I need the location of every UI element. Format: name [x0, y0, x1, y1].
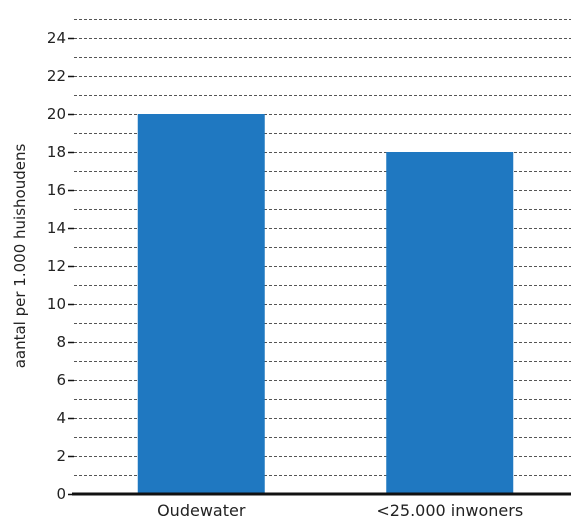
y-tick-label-24: 24	[47, 29, 66, 47]
x-category-labels: Oudewater <25.000 inwoners	[157, 501, 523, 519]
y-tick-label-18: 18	[47, 143, 66, 161]
y-tick-label-10: 10	[47, 295, 66, 313]
y-tick-label-4: 4	[56, 409, 66, 427]
y-tick-label-20: 20	[47, 105, 66, 123]
bar-1	[137, 114, 265, 494]
x-category-label-2: <25.000 inwoners	[376, 501, 523, 519]
y-axis-title: aantal per 1.000 huishoudens	[11, 144, 29, 369]
y-tick-label-0: 0	[56, 485, 66, 503]
y-tick-label-14: 14	[47, 219, 66, 237]
bars	[137, 114, 514, 494]
y-tick-label-6: 6	[56, 371, 66, 389]
y-tick-label-16: 16	[47, 181, 66, 199]
x-category-label-1: Oudewater	[157, 501, 246, 519]
y-tick-label-12: 12	[47, 257, 66, 275]
y-tick-label-22: 22	[47, 67, 66, 85]
y-tick-label-2: 2	[56, 447, 66, 465]
y-tick-label-8: 8	[56, 333, 66, 351]
bar-2	[386, 152, 514, 494]
